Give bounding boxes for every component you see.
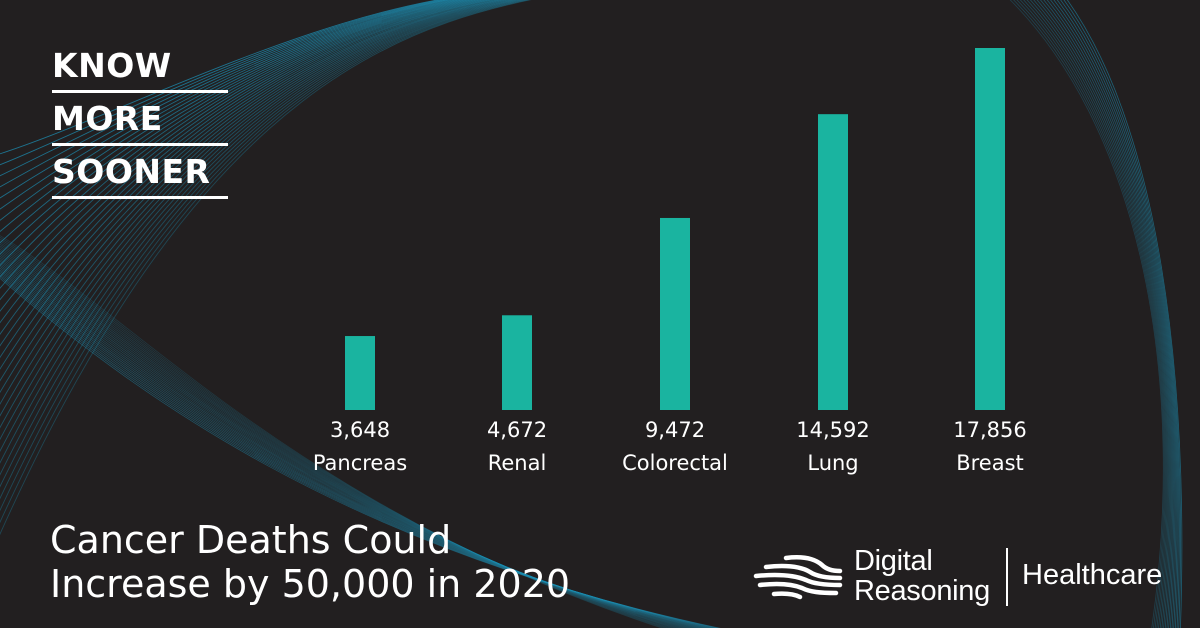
category-label-colorectal: Colorectal (622, 451, 728, 475)
wave-line-right (1012, 0, 1165, 628)
wave-line-left (0, 0, 486, 324)
wave-line-right (1066, 0, 1183, 628)
wave-line-left (0, 0, 462, 233)
wave-line-right (1023, 0, 1168, 628)
headline-line-2: Increase by 50,000 in 2020 (50, 562, 571, 606)
headline-line-1: Cancer Deaths Could (50, 518, 452, 562)
wave-line-right (1063, 0, 1181, 628)
wave-line-lower (0, 250, 686, 628)
wave-line-lower (0, 252, 688, 628)
wave-line-lower (0, 236, 666, 628)
wave-line-left (0, 0, 530, 524)
category-label-renal: Renal (488, 451, 547, 475)
brand-division: Healthcare (1022, 559, 1163, 591)
wave-line-left (0, 0, 443, 166)
wave-line-lower (0, 248, 684, 628)
wave-line-left (0, 0, 446, 177)
wave-line-lower (0, 238, 669, 628)
wave-line-right (1056, 0, 1179, 628)
tagline: KNOW MORE SOONER (52, 42, 228, 201)
value-label-renal: 4,672 (487, 418, 547, 442)
brand-logo: Digital Reasoning Healthcare (752, 546, 1172, 606)
wave-line-left (0, 0, 466, 244)
wave-line-left (0, 0, 523, 488)
value-label-lung: 14,592 (796, 418, 869, 442)
wave-line-lower (0, 254, 691, 628)
bar-lung (818, 114, 848, 410)
wave-line-right (1049, 0, 1177, 628)
wave-line-left (0, 0, 453, 199)
wave-line-right (1016, 0, 1166, 628)
wave-line-lower (0, 277, 722, 628)
wave-line-left (0, 0, 532, 536)
bar-colorectal (660, 217, 690, 410)
wave-line-left (0, 0, 469, 255)
wave-line-right (1046, 0, 1176, 628)
category-label-breast: Breast (956, 451, 1024, 475)
tagline-word-more: MORE (52, 95, 228, 146)
wave-line-lower (0, 257, 696, 628)
wave-line-lower (0, 255, 693, 628)
wave-line-lower (0, 243, 676, 628)
wave-line-left (0, 0, 503, 394)
tagline-word-know: KNOW (52, 42, 228, 93)
wave-line-left (0, 0, 439, 155)
wave-line-right (1009, 0, 1164, 628)
value-label-colorectal: 9,472 (645, 418, 705, 442)
wave-line-right (1026, 0, 1169, 628)
category-label-pancreas: Pancreas (313, 451, 407, 475)
bar-pancreas (345, 336, 375, 410)
wave-line-left (0, 0, 449, 188)
wave-line-left (0, 0, 506, 405)
wave-line-lower (0, 235, 663, 628)
wave-line-lower (0, 240, 671, 628)
wave-line-right (1033, 0, 1171, 628)
wave-line-right (1053, 0, 1178, 628)
wave-line-right (1043, 0, 1175, 628)
wave-line-left (0, 0, 518, 464)
wave-line-left (0, 0, 475, 278)
wave-line-right (1036, 0, 1172, 628)
wave-line-right (1060, 0, 1180, 628)
bar-renal (502, 315, 532, 410)
wave-line-left (0, 0, 525, 500)
wave-line-lower (0, 245, 679, 628)
wave-line-lower (0, 242, 674, 628)
tagline-word-sooner: SOONER (52, 148, 228, 199)
brand-name-line-2: Reasoning (854, 575, 990, 607)
value-label-breast: 17,856 (953, 418, 1026, 442)
brand-name-line-1: Digital (854, 545, 933, 577)
wave-line-left (0, 0, 492, 347)
brand-divider (1006, 548, 1008, 606)
wave-line-left (0, 0, 456, 210)
wave-line-left (0, 0, 516, 453)
wave-line-left (0, 0, 495, 359)
wave-line-left (0, 0, 508, 417)
wave-line-right (1039, 0, 1174, 628)
wave-line-left (0, 0, 500, 382)
wave-line-left (0, 0, 497, 370)
category-label-lung: Lung (807, 451, 858, 475)
wave-line-lower (0, 247, 681, 628)
brand-name: Digital Reasoning (854, 546, 990, 606)
wave-line-right (1029, 0, 1170, 628)
wave-line-left (0, 0, 478, 289)
wave-line-left (0, 0, 480, 301)
wave-line-left (0, 0, 483, 312)
wave-line-left (0, 0, 459, 221)
wave-line-left (0, 0, 511, 429)
wave-line-left (0, 0, 521, 476)
wave-line-left (0, 0, 489, 335)
wave-line-left (0, 0, 514, 441)
wave-line-left (0, 0, 528, 512)
value-label-pancreas: 3,648 (330, 418, 390, 442)
headline: Cancer Deaths Could Increase by 50,000 i… (50, 518, 570, 606)
wave-line-left (0, 0, 472, 267)
wave-line-right (1019, 0, 1167, 628)
digital-reasoning-wave-icon (753, 555, 843, 600)
bar-breast (975, 48, 1005, 410)
